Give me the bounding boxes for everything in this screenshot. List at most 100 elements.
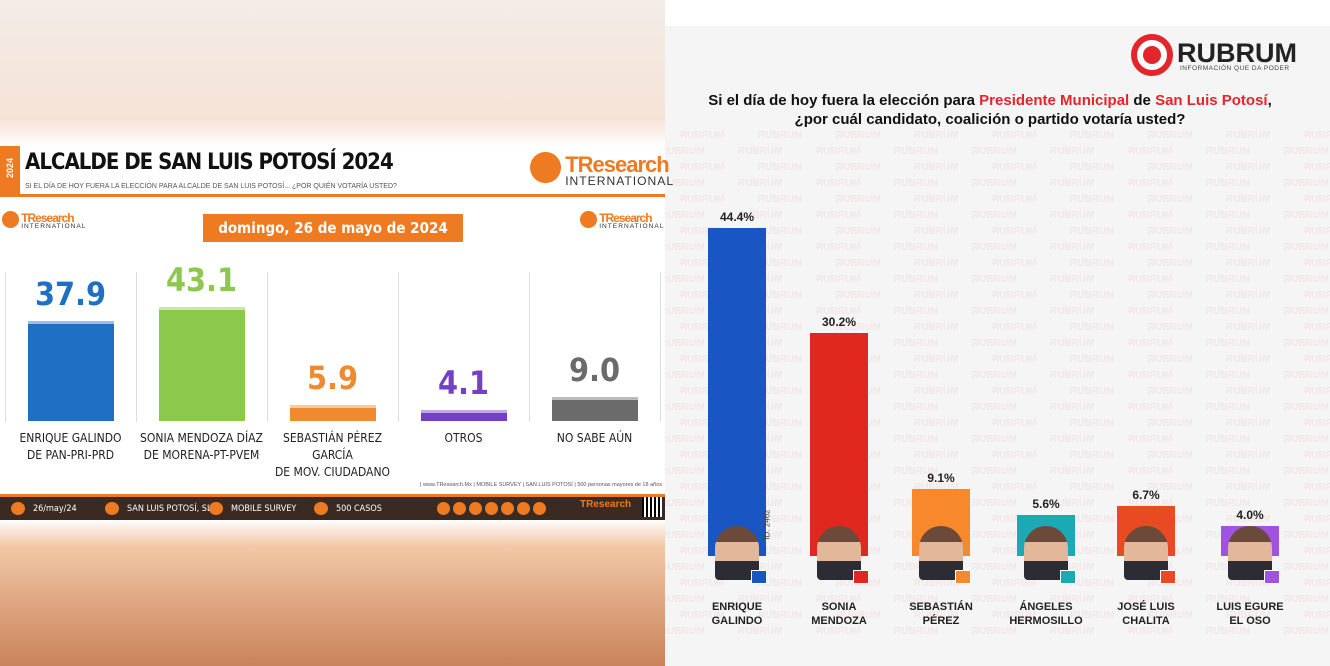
watermark: RUBRUM [1284, 370, 1329, 381]
watermark: RUBRUM [1206, 242, 1251, 253]
brand-logo: TResearch [21, 211, 74, 225]
watermark: RUBRUM [665, 306, 705, 317]
watermark: RUBRUM [758, 386, 803, 397]
watermark: RUBRUM [1226, 354, 1271, 365]
watermark: RUBRUM [836, 610, 881, 621]
watermark: RUBRUM [680, 514, 725, 525]
watermark: RUBRUM [1226, 258, 1271, 269]
watermark: RUBRUM [1304, 130, 1330, 141]
watermark: RUBRUM [972, 146, 1017, 157]
watermark: RUBRUM [992, 226, 1037, 237]
watermark: RUBRUM [1128, 242, 1173, 253]
watermark: RUBRUM [738, 210, 783, 221]
brand-sub: INTERNATIONAL [565, 174, 675, 188]
watermark: RUBRUM [738, 178, 783, 189]
watermark: RUBRUM [1304, 226, 1330, 237]
watermark: RUBRUM [1284, 178, 1329, 189]
watermark: RUBRUM [758, 130, 803, 141]
bar [158, 307, 245, 421]
bar [708, 227, 766, 556]
watermark: RUBRUM [1304, 322, 1330, 333]
watermark: RUBRUM [1226, 290, 1271, 301]
brand-sub: INTERNATIONAL [21, 223, 87, 230]
watermark: RUBRUM [1284, 338, 1329, 349]
watermark: RUBRUM [1148, 162, 1193, 173]
footer-icon [209, 502, 223, 515]
watermark: RUBRUM [1148, 322, 1193, 333]
party-logo [751, 570, 767, 584]
watermark: RUBRUM [665, 498, 705, 509]
watermark: RUBRUM [992, 610, 1037, 621]
watermark: RUBRUM [1128, 338, 1173, 349]
category-label: NO SABE AÚN [556, 431, 633, 445]
watermark: RUBRUM [1050, 242, 1095, 253]
watermark: RUBRUM [1304, 162, 1330, 173]
watermark: RUBRUM [665, 146, 705, 157]
watermark: RUBRUM [816, 178, 861, 189]
watermark: RUBRUM [992, 130, 1037, 141]
watermark: RUBRUM [894, 338, 939, 349]
watermark: RUBRUM [738, 146, 783, 157]
watermark: RUBRUM [1284, 498, 1329, 509]
watermark: RUBRUM [894, 178, 939, 189]
watermark: RUBRUM [1206, 626, 1251, 637]
watermark: RUBRUM [1304, 610, 1330, 621]
watermark: RUBRUM [816, 242, 861, 253]
watermark: RUBRUM [1226, 514, 1271, 525]
watermark: RUBRUM [836, 290, 881, 301]
watermark: RUBRUM [1304, 386, 1330, 397]
value-label: 4.1 [438, 364, 489, 403]
watermark: RUBRUM [1070, 578, 1115, 589]
watermark: RUBRUM [1128, 402, 1173, 413]
watermark: RUBRUM [992, 194, 1037, 205]
watermark: RUBRUM [680, 418, 725, 429]
logo-dot [1143, 46, 1161, 64]
side-strip [0, 146, 20, 194]
watermark: RUBRUM [1050, 562, 1095, 573]
category-label: SONIA MENDOZA DÍAZ DE MORENA-PT-PVEM [140, 431, 263, 462]
bar [810, 332, 868, 556]
watermark: RUBRUM [1128, 210, 1173, 221]
watermark: RUBRUM [1128, 594, 1173, 605]
watermark: RUBRUM [758, 354, 803, 365]
watermark: RUBRUM [972, 274, 1017, 285]
category-label: LUIS EGURE EL OSO [1216, 601, 1284, 627]
watermark: RUBRUM [1128, 306, 1173, 317]
chart-title: ALCALDE DE SAN LUIS POTOSÍ 2024 [25, 150, 394, 175]
watermark: RUBRUM [972, 562, 1017, 573]
watermark: RUBRUM [894, 370, 939, 381]
watermark: RUBRUM [1148, 226, 1193, 237]
watermark: RUBRUM [758, 290, 803, 301]
watermark: RUBRUM [680, 194, 725, 205]
watermark: RUBRUM [680, 226, 725, 237]
watermark: RUBRUM [972, 530, 1017, 541]
watermark: RUBRUM [680, 290, 725, 301]
watermark: RUBRUM [1148, 610, 1193, 621]
watermark: RUBRUM [680, 578, 725, 589]
watermark: RUBRUM [894, 626, 939, 637]
watermark: RUBRUM [992, 514, 1037, 525]
watermark: RUBRUM [1304, 578, 1330, 589]
column-separator [398, 272, 399, 422]
party-logo [1264, 570, 1280, 584]
watermark: RUBRUM [738, 626, 783, 637]
brand-logo: TResearch [599, 211, 652, 225]
watermark: RUBRUM [894, 466, 939, 477]
watermark: RUBRUM [1148, 130, 1193, 141]
watermark: RUBRUM [1148, 290, 1193, 301]
watermark: RUBRUM [1226, 386, 1271, 397]
brand-logo: TResearch [565, 152, 670, 177]
watermark: RUBRUM [1050, 466, 1095, 477]
watermark: RUBRUM [1284, 530, 1329, 541]
watermark: RUBRUM [1226, 482, 1271, 493]
watermark: RUBRUM [665, 594, 705, 605]
watermark: RUBRUM [992, 322, 1037, 333]
watermark: RUBRUM [1050, 178, 1095, 189]
watermark: RUBRUM [1206, 466, 1251, 477]
watermark: RUBRUM [1226, 226, 1271, 237]
watermark: RUBRUM [1304, 482, 1330, 493]
category-label: SEBASTIÁN PÉREZ [909, 601, 973, 627]
watermark: RUBRUM [680, 546, 725, 557]
watermark: RUBRUM [1304, 290, 1330, 301]
category-label: SONIA MENDOZA [811, 601, 867, 627]
